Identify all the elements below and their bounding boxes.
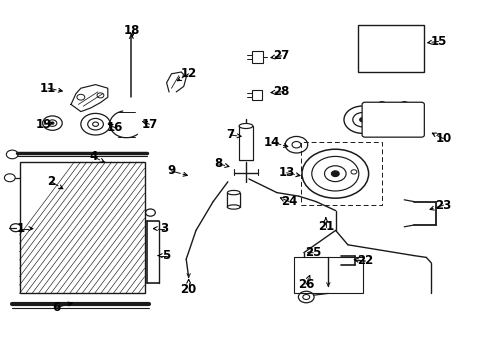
Text: 17: 17 <box>141 118 158 131</box>
Bar <box>294 257 363 293</box>
Bar <box>239 126 253 160</box>
Ellipse shape <box>239 123 253 129</box>
Text: 21: 21 <box>318 220 334 233</box>
Text: 26: 26 <box>298 278 315 291</box>
Circle shape <box>331 171 339 177</box>
Text: 24: 24 <box>281 195 297 208</box>
Text: 18: 18 <box>124 24 141 37</box>
Text: 7: 7 <box>226 129 234 141</box>
Text: 1: 1 <box>17 222 24 235</box>
Text: 6: 6 <box>52 301 60 314</box>
Text: 23: 23 <box>435 199 452 212</box>
Text: 19: 19 <box>36 118 52 131</box>
Text: 11: 11 <box>40 82 56 95</box>
Text: 3: 3 <box>160 222 168 235</box>
Ellipse shape <box>227 190 240 195</box>
Text: 16: 16 <box>107 121 123 134</box>
Bar <box>252 51 263 63</box>
Text: 27: 27 <box>273 49 290 62</box>
Text: 2: 2 <box>48 175 55 188</box>
FancyBboxPatch shape <box>362 102 424 137</box>
Bar <box>358 25 424 72</box>
Ellipse shape <box>227 205 240 209</box>
Text: 4: 4 <box>89 150 97 163</box>
Bar <box>301 142 382 205</box>
Bar <box>20 162 145 293</box>
Text: 10: 10 <box>435 132 452 145</box>
Text: 15: 15 <box>430 35 447 48</box>
Text: 20: 20 <box>180 283 197 296</box>
Circle shape <box>360 117 366 122</box>
Text: 8: 8 <box>214 157 222 170</box>
Text: 14: 14 <box>264 136 280 149</box>
Text: 9: 9 <box>168 165 175 177</box>
Bar <box>252 90 262 100</box>
Text: 25: 25 <box>305 246 322 258</box>
Text: 13: 13 <box>278 166 295 179</box>
Text: 22: 22 <box>357 255 373 267</box>
Text: 12: 12 <box>180 67 197 80</box>
Circle shape <box>51 122 54 124</box>
Bar <box>227 193 240 207</box>
Text: 5: 5 <box>163 249 171 262</box>
Text: 28: 28 <box>273 85 290 98</box>
